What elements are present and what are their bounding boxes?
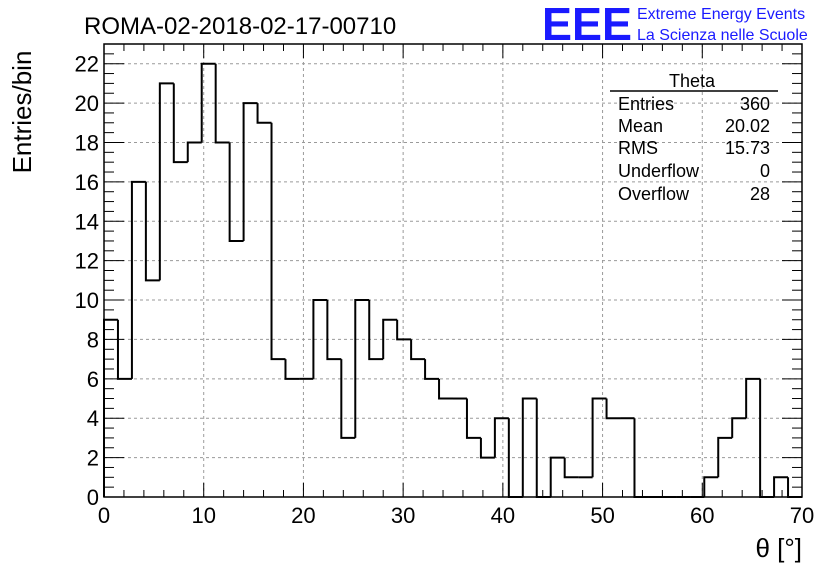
histogram-bin (340, 359, 356, 439)
y-tick-label: 22 (75, 52, 99, 77)
histogram-bin (605, 398, 621, 420)
histogram-bin (312, 299, 328, 379)
histogram-bin (228, 142, 244, 242)
x-tick-label: 40 (491, 503, 515, 528)
grid (104, 44, 802, 497)
histogram-bin (368, 300, 384, 361)
y-tick-label: 6 (87, 367, 99, 392)
y-tick-label: 2 (87, 446, 99, 471)
histogram-bin (186, 141, 202, 163)
histogram-bin (284, 359, 300, 380)
x-tick-label: 30 (391, 503, 415, 528)
histogram-bin (703, 476, 719, 497)
x-tick-label: 0 (98, 503, 110, 528)
y-tick-label: 18 (75, 130, 99, 155)
stats-box: Theta Entries 360 Mean 20.02 RMS 15.73 U… (610, 71, 778, 204)
y-tick-label: 8 (87, 327, 99, 352)
histogram-bin (521, 397, 537, 497)
histogram-bin (465, 398, 481, 439)
x-tick-label: 50 (590, 503, 614, 528)
histogram-bin (745, 377, 761, 419)
stats-label-rms: RMS (618, 138, 658, 158)
x-tick-label: 70 (790, 503, 814, 528)
y-tick-label: 14 (75, 209, 99, 234)
stats-value-underflow: 0 (760, 161, 770, 181)
x-axis-label: θ [°] (755, 533, 802, 563)
histogram-bin (424, 359, 440, 380)
histogram-bin (116, 319, 132, 380)
plot-border (103, 43, 803, 498)
histogram-bin (130, 180, 146, 379)
y-tick-label: 4 (87, 406, 99, 431)
histogram-bin (773, 476, 789, 497)
y-axis-label: Entries/bin (7, 51, 37, 174)
histogram-bin (144, 181, 160, 282)
histogram-bin (535, 398, 551, 498)
stats-label-overflow: Overflow (618, 184, 690, 204)
stats-label-underflow: Underflow (618, 161, 700, 181)
chart-title: ROMA-02-2018-02-17-00710 (84, 13, 396, 40)
y-tick-label: 10 (75, 288, 99, 313)
histogram-bin (326, 300, 342, 361)
histogram-bin (731, 417, 747, 438)
histogram-bin (396, 319, 412, 341)
histogram-bin (242, 102, 258, 241)
x-tick-label: 10 (191, 503, 215, 528)
stats-value-mean: 20.02 (725, 116, 770, 136)
histogram-bin (410, 339, 426, 361)
histogram-bin (200, 62, 216, 143)
y-tick-label: 12 (75, 249, 99, 274)
histogram-bin (591, 397, 607, 478)
histogram-bin (270, 122, 286, 361)
y-tick-label: 0 (87, 485, 99, 510)
histogram-bin (172, 83, 188, 164)
logo-line2: La Scienza nelle Scuole (637, 27, 808, 44)
histogram-bin (214, 63, 230, 144)
histogram-bin (354, 299, 370, 438)
x-tick-label: 60 (690, 503, 714, 528)
histogram-bin (382, 318, 398, 360)
histogram-bin (563, 457, 579, 479)
eee-logo: EEE Extreme Energy Events La Scienza nel… (542, 0, 808, 50)
stats-label-entries: Entries (618, 94, 674, 114)
histogram (103, 62, 802, 498)
histogram-bin (493, 417, 509, 458)
stats-value-overflow: 28 (750, 184, 770, 204)
histogram-bin (438, 378, 453, 400)
histogram-bin (479, 437, 495, 459)
histogram-bin (158, 82, 174, 281)
logo-line1: Extreme Energy Events (637, 6, 805, 23)
histogram-bin (256, 103, 272, 124)
x-tick-label: 20 (291, 503, 315, 528)
y-tick-label: 16 (75, 170, 99, 195)
stats-value-rms: 15.73 (725, 138, 770, 158)
plot-frame (103, 43, 803, 498)
stats-label-mean: Mean (618, 116, 663, 136)
logo-mark: EEE (542, 0, 632, 50)
axis-ticks: 0 10 20 30 40 50 60 70 0 2 4 6 8 10 12 14 16 18 20 22 (75, 43, 814, 528)
histogram-bin (717, 436, 733, 478)
y-tick-label: 20 (75, 91, 99, 116)
histogram-bin (549, 456, 565, 497)
stats-title: Theta (669, 71, 716, 91)
histogram-bin (759, 378, 775, 498)
stats-value-entries: 360 (740, 94, 770, 114)
